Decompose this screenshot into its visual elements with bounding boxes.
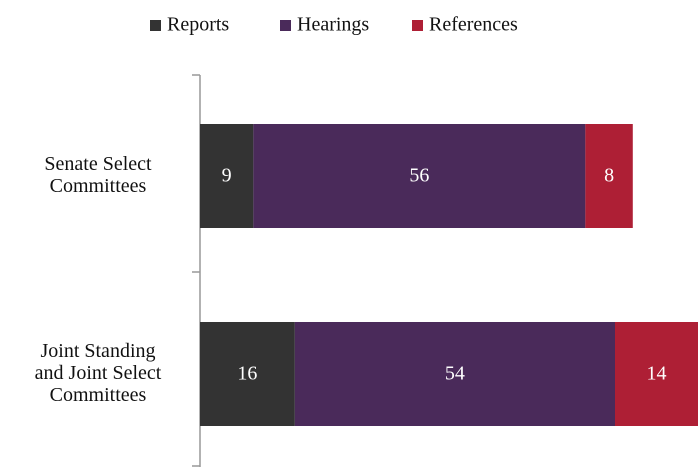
data-label: 8 [604, 165, 614, 187]
category-label: Joint Standing and Joint Select Committees [35, 340, 162, 406]
bar-segment [200, 322, 295, 426]
data-label: 16 [237, 363, 257, 385]
data-label: 9 [222, 165, 232, 187]
legend-swatch [280, 20, 291, 31]
legend-label: Hearings [297, 14, 369, 36]
legend-label: Reports [167, 14, 229, 36]
bar-segment [253, 124, 586, 228]
data-label: 56 [409, 165, 429, 187]
data-label: 14 [647, 363, 667, 385]
bar-segment [200, 124, 254, 228]
legend-swatch [412, 20, 423, 31]
category-label: Senate Select Committees [44, 153, 152, 197]
bar-segment [615, 322, 698, 426]
legend-label: References [429, 14, 518, 36]
bar-segment [585, 124, 633, 228]
legend-swatch [150, 20, 161, 31]
bar-segment [294, 322, 615, 426]
data-label: 54 [445, 363, 465, 385]
